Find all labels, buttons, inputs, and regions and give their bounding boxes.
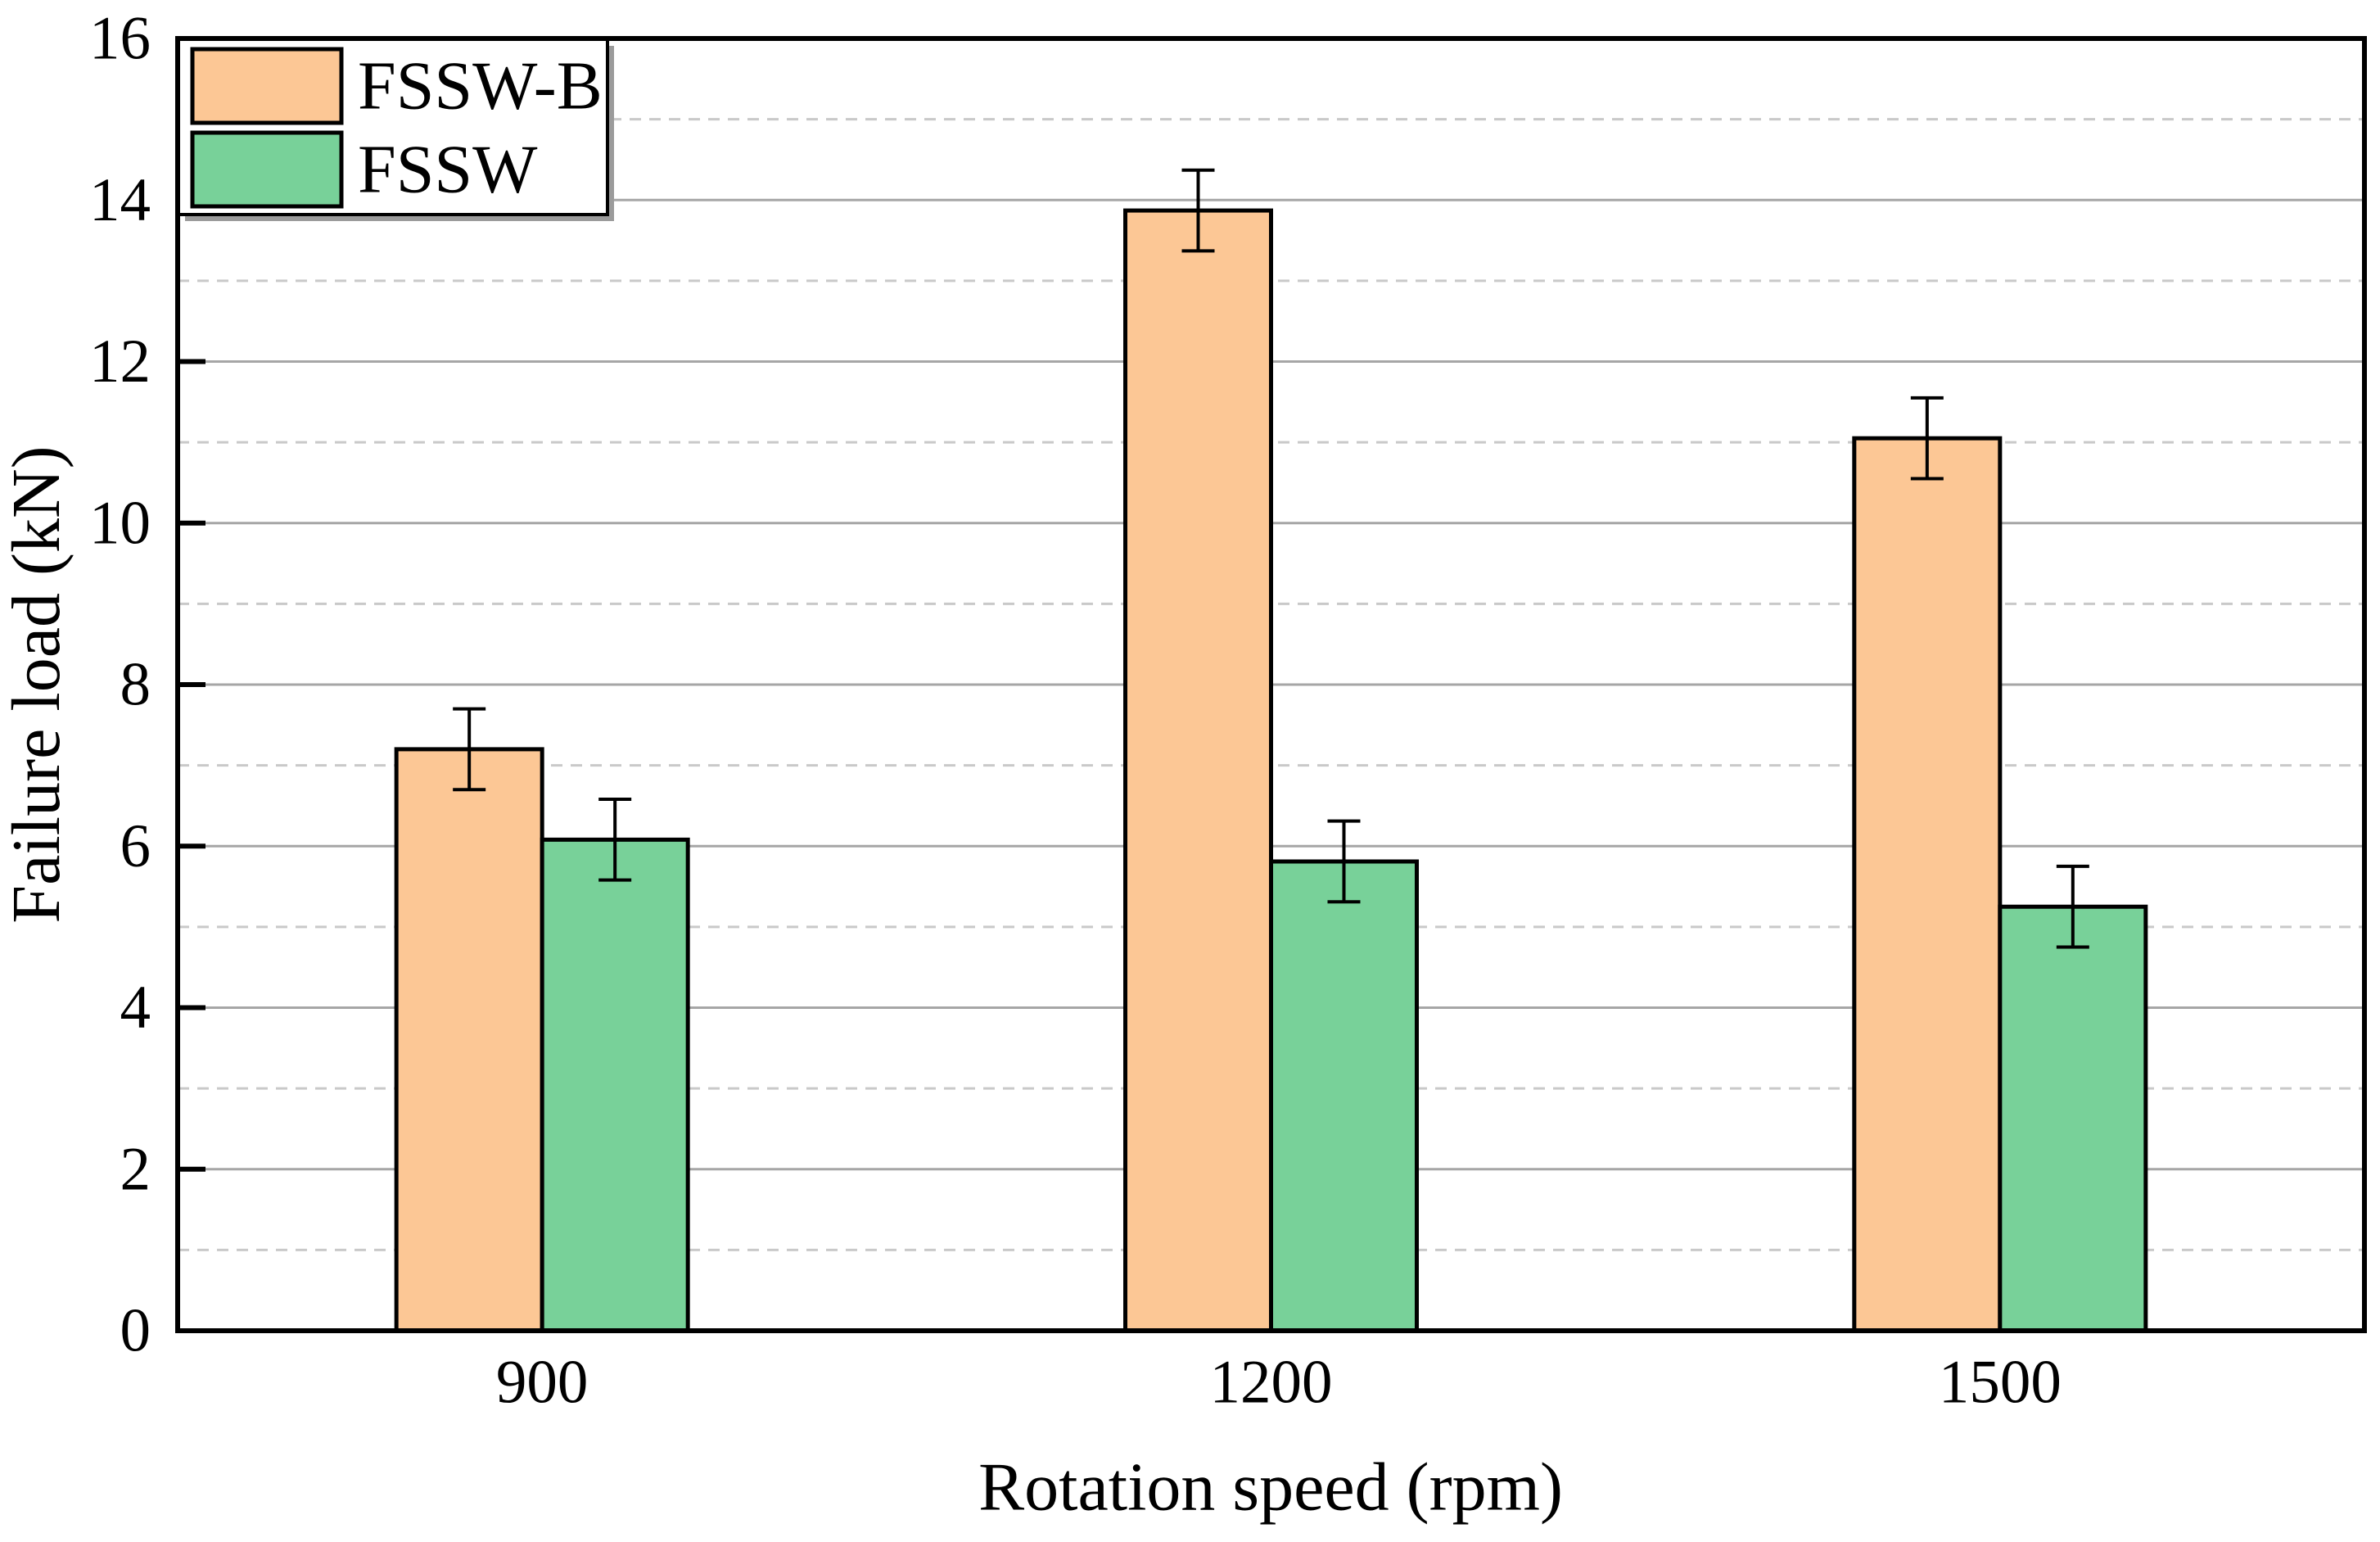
bar-fssw-b-900 (394, 747, 544, 1333)
y-tick-label: 12 (89, 328, 151, 396)
x-tick-label: 1200 (1210, 1349, 1333, 1417)
error-bars (453, 168, 2089, 949)
x-axis-title: Rotation speed (rpm) (978, 1449, 1563, 1526)
bar-fssw-1200 (1269, 859, 1419, 1333)
legend-swatch-fssw-b (190, 47, 344, 125)
axis-tick-labels: 0 2 4 6 8 10 12 14 16 900 1200 1500 (89, 5, 2062, 1417)
bars (394, 208, 2148, 1333)
legend-label-fssw: FSSW (358, 132, 538, 208)
plot-frame (175, 36, 2367, 1333)
y-axis-title: Failure load (kN) (0, 445, 75, 923)
y-tick-label: 14 (89, 166, 151, 234)
y-tick-label: 16 (89, 5, 151, 73)
y-tick-label: 10 (89, 489, 151, 557)
y-tick-label: 8 (120, 651, 151, 719)
y-tick-label: 4 (120, 974, 151, 1042)
bar-fssw-900 (540, 837, 690, 1333)
legend-swatch-fssw (190, 130, 344, 209)
legend: FSSW-B FSSW (177, 38, 614, 221)
y-tick-label: 0 (120, 1297, 151, 1365)
axis-ticks (178, 197, 205, 1172)
bar-fssw-b-1200 (1123, 208, 1273, 1333)
bar-fssw-1500 (1998, 904, 2148, 1333)
y-tick-label: 2 (120, 1135, 151, 1203)
x-tick-label: 900 (496, 1349, 589, 1417)
legend-label-fssw-b: FSSW-B (358, 48, 603, 124)
x-tick-label: 1500 (1939, 1349, 2062, 1417)
bar-fssw-b-1500 (1852, 436, 2003, 1333)
y-tick-label: 6 (120, 812, 151, 880)
